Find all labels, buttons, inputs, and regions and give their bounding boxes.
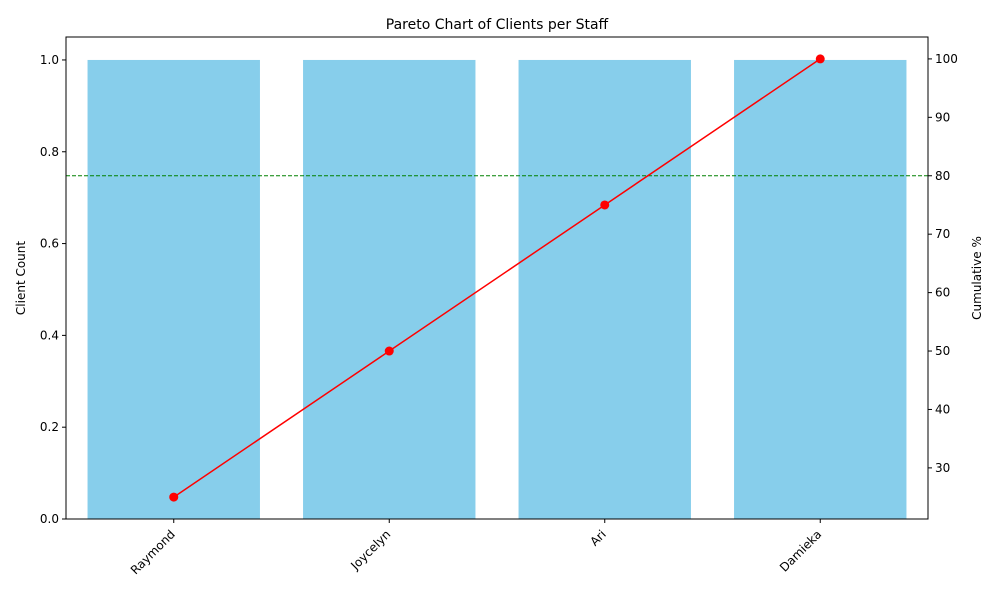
cumulative-line xyxy=(173,58,821,498)
y2-tick-label: 70 xyxy=(935,227,950,241)
bar-joycelyn xyxy=(303,59,476,519)
x-axis: Raymond Joycelyn Ari Damieka xyxy=(128,519,824,577)
y-tick-label: 0.6 xyxy=(40,237,59,251)
y2-tick-label: 80 xyxy=(935,169,950,183)
right-axis: 30 40 50 60 70 80 90 100 xyxy=(928,52,958,475)
y-axis-title: Client Count xyxy=(14,241,28,315)
y2-tick-label: 30 xyxy=(935,461,950,475)
y2-axis-title: Cumulative % xyxy=(970,236,984,320)
x-tick-label-damieka: Damieka xyxy=(777,527,824,574)
y2-tick-label: 50 xyxy=(935,344,950,358)
y-tick-label: 0.2 xyxy=(40,420,59,434)
y-tick-label: 0.0 xyxy=(40,512,59,526)
y-tick-label: 1.0 xyxy=(40,53,59,67)
chart-title: Pareto Chart of Clients per Staff xyxy=(386,17,609,33)
bar-raymond xyxy=(87,59,260,519)
x-tick-label-raymond: Raymond xyxy=(128,527,178,577)
y-tick-label: 0.8 xyxy=(40,145,59,159)
x-tick-label-joycelyn: Joycelyn xyxy=(347,527,393,573)
bar-ari xyxy=(518,59,691,519)
cumulative-point-ari xyxy=(600,200,610,210)
x-tick-label-ari: Ari xyxy=(587,527,609,549)
cumulative-point-damieka xyxy=(815,54,825,64)
y2-tick-label: 90 xyxy=(935,110,950,124)
cumulative-point-raymond xyxy=(169,492,179,502)
bar-group xyxy=(87,59,907,519)
y2-tick-label: 60 xyxy=(935,286,950,300)
y2-tick-label: 100 xyxy=(935,52,958,66)
cumulative-point-joycelyn xyxy=(384,346,394,356)
y2-tick-label: 40 xyxy=(935,402,950,416)
plot-frame xyxy=(65,36,929,520)
bar-damieka xyxy=(734,59,907,519)
cumulative-line-group xyxy=(169,54,825,502)
y-tick-label: 0.4 xyxy=(40,328,59,342)
left-axis: 0.0 0.2 0.4 0.6 0.8 1.0 xyxy=(40,53,66,526)
